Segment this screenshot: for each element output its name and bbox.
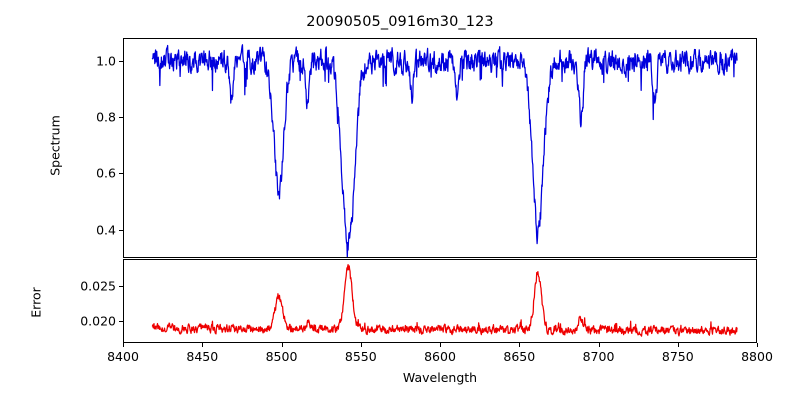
xtick-label-7: 8750 [661, 349, 694, 364]
ytick-label-spectrum-3: 1.0 [96, 53, 116, 69]
spectrum-line-series [124, 39, 756, 257]
ytick-mark-error-0 [118, 320, 123, 322]
xtick-label-4: 8600 [424, 349, 456, 364]
ytick-mark-spectrum-2 [118, 117, 123, 119]
ytick-label-spectrum-2: 0.8 [96, 109, 116, 125]
xtick-label-5: 8650 [503, 349, 536, 364]
xtick-mark-3 [360, 343, 362, 348]
ytick-label-error-1: 0.025 [80, 278, 116, 294]
chart-title: 20090505_0916m30_123 [306, 14, 494, 30]
ytick-label-error-0: 0.020 [80, 313, 116, 329]
ytick-mark-spectrum-3 [118, 60, 123, 62]
ytick-label-spectrum-1: 0.6 [96, 165, 116, 181]
xtick-mark-5 [519, 343, 521, 348]
error-plot-area [123, 259, 757, 343]
ytick-mark-spectrum-1 [118, 173, 123, 175]
spectrum-plot-area [123, 38, 757, 258]
xtick-label-2: 8500 [265, 349, 298, 364]
error-line-series [124, 260, 756, 342]
xtick-mark-7 [677, 343, 679, 348]
xtick-label-0: 8400 [107, 349, 139, 364]
xtick-label-1: 8450 [186, 349, 219, 364]
ytick-mark-spectrum-0 [118, 229, 123, 231]
spectrum-y-axis-label: Spectrum [47, 115, 63, 176]
xtick-mark-0 [123, 343, 125, 348]
xtick-mark-1 [202, 343, 204, 348]
x-axis-label: Wavelength [402, 370, 478, 385]
xtick-mark-4 [440, 343, 442, 348]
xtick-label-3: 8550 [344, 349, 377, 364]
xtick-mark-8 [757, 343, 759, 348]
ytick-label-spectrum-0: 0.4 [96, 222, 116, 238]
xtick-label-6: 8700 [582, 349, 615, 364]
xtick-mark-2 [281, 343, 283, 348]
xtick-label-8: 8800 [741, 349, 773, 364]
error-y-axis-label: Error [28, 287, 44, 318]
ytick-mark-error-1 [118, 285, 123, 287]
xtick-mark-6 [598, 343, 600, 348]
